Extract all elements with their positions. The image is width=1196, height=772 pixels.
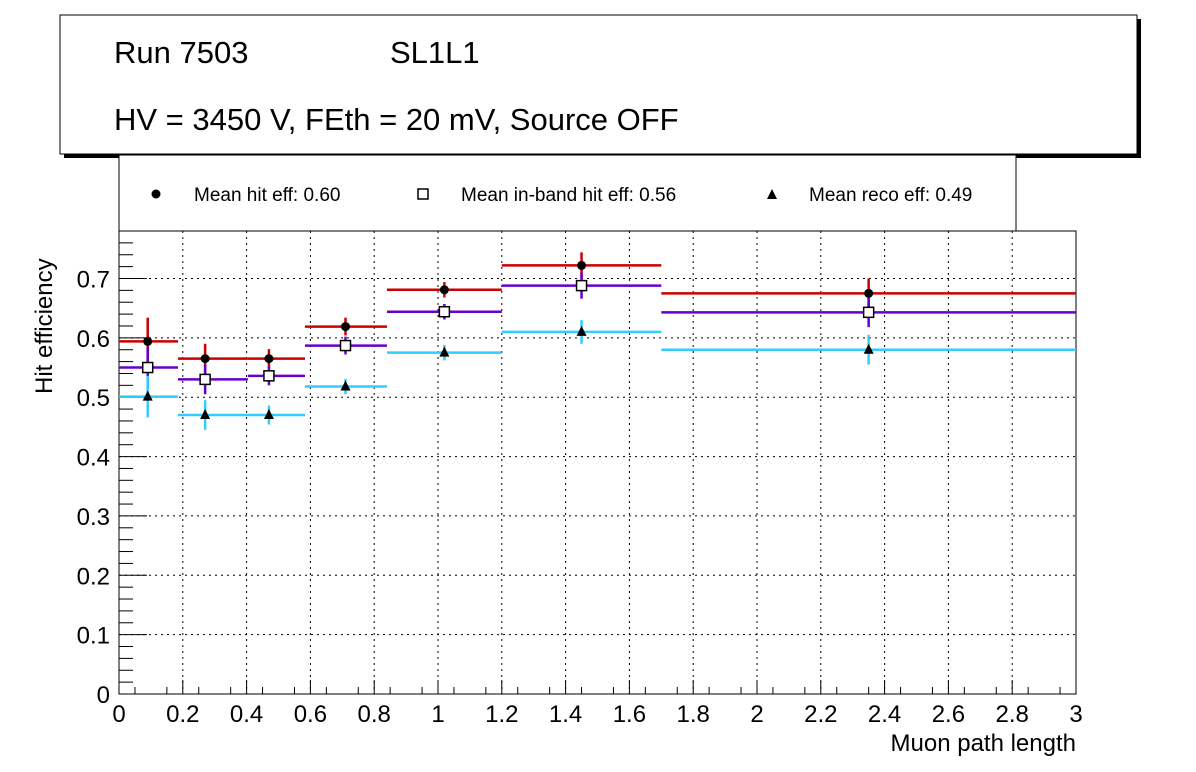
data-point-circle <box>439 285 449 295</box>
data-point-triangle <box>340 380 351 391</box>
y-tick-label: 0.3 <box>77 504 110 531</box>
y-tick-label: 0.7 <box>77 266 110 293</box>
plot-area: 0 0.2 0.4 0.6 0.8 1 1.2 1.4 1.6 1.8 2 2.2 2.4 2.6 2.8 3… <box>77 230 1083 728</box>
data-point-triangle <box>576 325 587 336</box>
data-point-circle <box>264 354 274 364</box>
x-tick-label: 1 <box>431 701 444 728</box>
x-tick-label: 0 <box>112 701 125 728</box>
data-point-triangle <box>863 343 874 354</box>
conditions-label: HV = 3450 V, FEth = 20 mV, Source OFF <box>114 102 679 137</box>
x-axis-label: Muon path length <box>891 730 1076 757</box>
data-point-square <box>862 306 875 319</box>
legend-hit-eff: Mean hit eff: 0.60 <box>194 185 340 206</box>
data-point-triangle <box>200 409 211 420</box>
x-tick-label: 1.4 <box>549 701 582 728</box>
data-point-circle <box>143 336 153 346</box>
data-point-triangle <box>439 346 450 357</box>
data-point-triangle <box>142 390 153 401</box>
legend-circle-marker <box>151 189 161 199</box>
legend-triangle-marker <box>767 189 777 199</box>
x-tick-label: 2.6 <box>932 701 965 728</box>
x-tick-label: 0.4 <box>230 701 263 728</box>
x-tick-label: 2.4 <box>868 701 901 728</box>
x-tick-label: 0.8 <box>358 701 391 728</box>
data-point-square <box>141 361 154 374</box>
layer-label: SL1L1 <box>390 35 480 70</box>
data-point-square <box>438 305 451 318</box>
y-tick-label: 0.4 <box>77 445 110 472</box>
x-tick-label: 2.2 <box>804 701 837 728</box>
data-point-square <box>575 279 588 292</box>
data-point-square <box>199 373 211 386</box>
data-point-circle <box>864 288 874 298</box>
y-axis-label: Hit efficiency <box>31 258 58 394</box>
x-tick-label: 1.8 <box>677 701 710 728</box>
data-point-circle <box>577 260 587 270</box>
x-tick-label: 3 <box>1069 701 1082 728</box>
data-point-circle <box>200 354 210 364</box>
x-tick-label: 2.8 <box>996 701 1029 728</box>
plot-frame <box>118 230 1077 695</box>
run-label: Run 7503 <box>114 35 248 70</box>
data-point-square <box>339 339 352 352</box>
data-point-square <box>263 370 275 382</box>
x-tick-label: 1.2 <box>485 701 518 728</box>
x-tick-label: 0.2 <box>166 701 199 728</box>
y-tick-label: 0.5 <box>77 385 110 412</box>
title-box: Run 7503 SL1L1 HV = 3450 V, FEth = 20 mV… <box>59 14 1141 158</box>
x-tick-label: 2 <box>750 701 763 728</box>
title-box-frame <box>59 14 1138 155</box>
legend-square-marker <box>417 188 429 200</box>
x-tick-label: 1.6 <box>613 701 646 728</box>
y-tick-label: 0.1 <box>77 623 110 650</box>
y-tick-label: 0.6 <box>77 326 110 353</box>
legend-frame <box>118 154 1017 232</box>
x-tick-label: 0.6 <box>294 701 327 728</box>
legend-inband-eff: Mean in-band hit eff: 0.56 <box>461 185 676 206</box>
data-point-circle <box>340 322 350 332</box>
y-tick-label: 0.2 <box>77 563 110 590</box>
y-tick-label: 0 <box>97 682 110 709</box>
data-point-triangle <box>263 409 274 420</box>
legend-reco-eff: Mean reco eff: 0.49 <box>809 185 972 206</box>
legend: Mean hit eff: 0.60 Mean in-band hit eff:… <box>118 154 1017 232</box>
